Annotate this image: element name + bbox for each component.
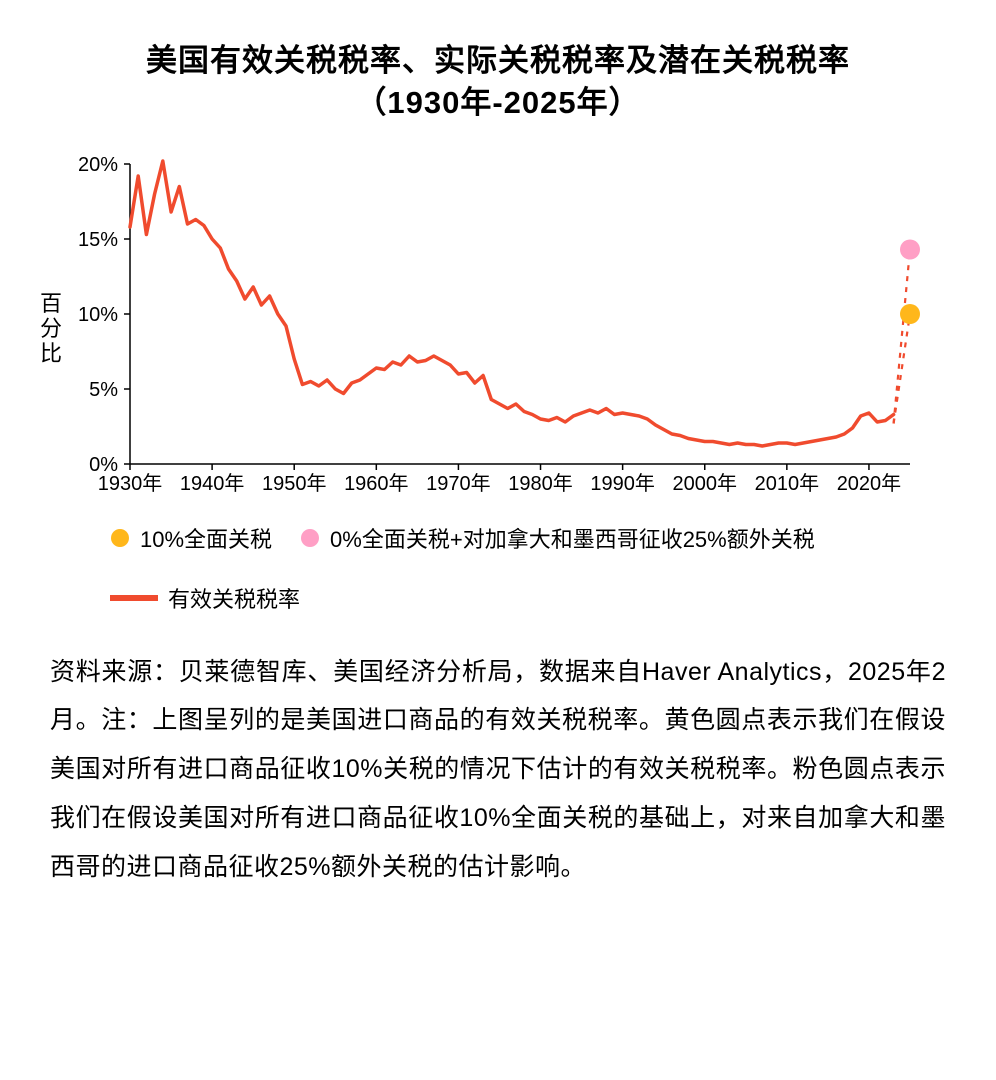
legend-label: 0%全面关税+对加拿大和墨西哥征收25%额外关税 xyxy=(330,522,815,554)
source-note: 资料来源：贝莱德智库、美国经济分析局，数据来自Haver Analytics，2… xyxy=(50,648,946,892)
y-axis-label: 百 分 比 xyxy=(40,291,62,367)
x-tick-label: 1940年 xyxy=(180,472,245,495)
x-tick-label: 1980年 xyxy=(508,472,573,495)
x-tick-label: 1970年 xyxy=(426,472,491,495)
chart-container: 美国有效关税税率、实际关税税率及潜在关税税率 （1930年-2025年） 百 分… xyxy=(0,0,996,921)
legend-label: 有效关税税率 xyxy=(168,582,300,614)
x-tick-label: 1950年 xyxy=(262,472,327,495)
x-tick-label: 1960年 xyxy=(344,472,409,495)
title-line-2: （1930年-2025年） xyxy=(355,85,640,120)
legend-dot-swatch xyxy=(300,528,320,548)
line-chart: 0%5%10%15%20%1930年1940年1950年1960年1970年19… xyxy=(50,154,930,504)
legend-item: 0%全面关税+对加拿大和墨西哥征收25%额外关税 xyxy=(300,522,815,554)
legend-item: 10%全面关税 xyxy=(110,522,272,554)
legend-dot-swatch xyxy=(110,528,130,548)
x-tick-label: 2020年 xyxy=(837,472,902,495)
legend-label: 10%全面关税 xyxy=(140,522,272,554)
y-tick-label: 20% xyxy=(78,154,118,176)
x-tick-label: 2000年 xyxy=(672,472,737,495)
x-tick-label: 2010年 xyxy=(755,472,820,495)
y-tick-label: 10% xyxy=(78,304,118,326)
chart-title: 美国有效关税税率、实际关税税率及潜在关税税率 （1930年-2025年） xyxy=(50,40,946,124)
title-line-1: 美国有效关税税率、实际关税税率及潜在关税税率 xyxy=(146,43,850,78)
x-tick-label: 1990年 xyxy=(590,472,655,495)
scenario-dot-yellow xyxy=(900,304,920,324)
effective-tariff-line xyxy=(130,161,894,446)
x-tick-label: 1930年 xyxy=(98,472,163,495)
legend: 10%全面关税 0%全面关税+对加拿大和墨西哥征收25%额外关税有效关税税率 xyxy=(110,522,946,614)
legend-item: 有效关税税率 xyxy=(110,582,300,614)
projection-dash xyxy=(894,314,910,424)
legend-line-swatch xyxy=(110,588,158,608)
y-tick-label: 15% xyxy=(78,229,118,251)
y-tick-label: 5% xyxy=(89,379,118,401)
chart-area: 百 分 比 0%5%10%15%20%1930年1940年1950年1960年1… xyxy=(50,154,946,504)
scenario-dot-pink xyxy=(900,239,920,259)
